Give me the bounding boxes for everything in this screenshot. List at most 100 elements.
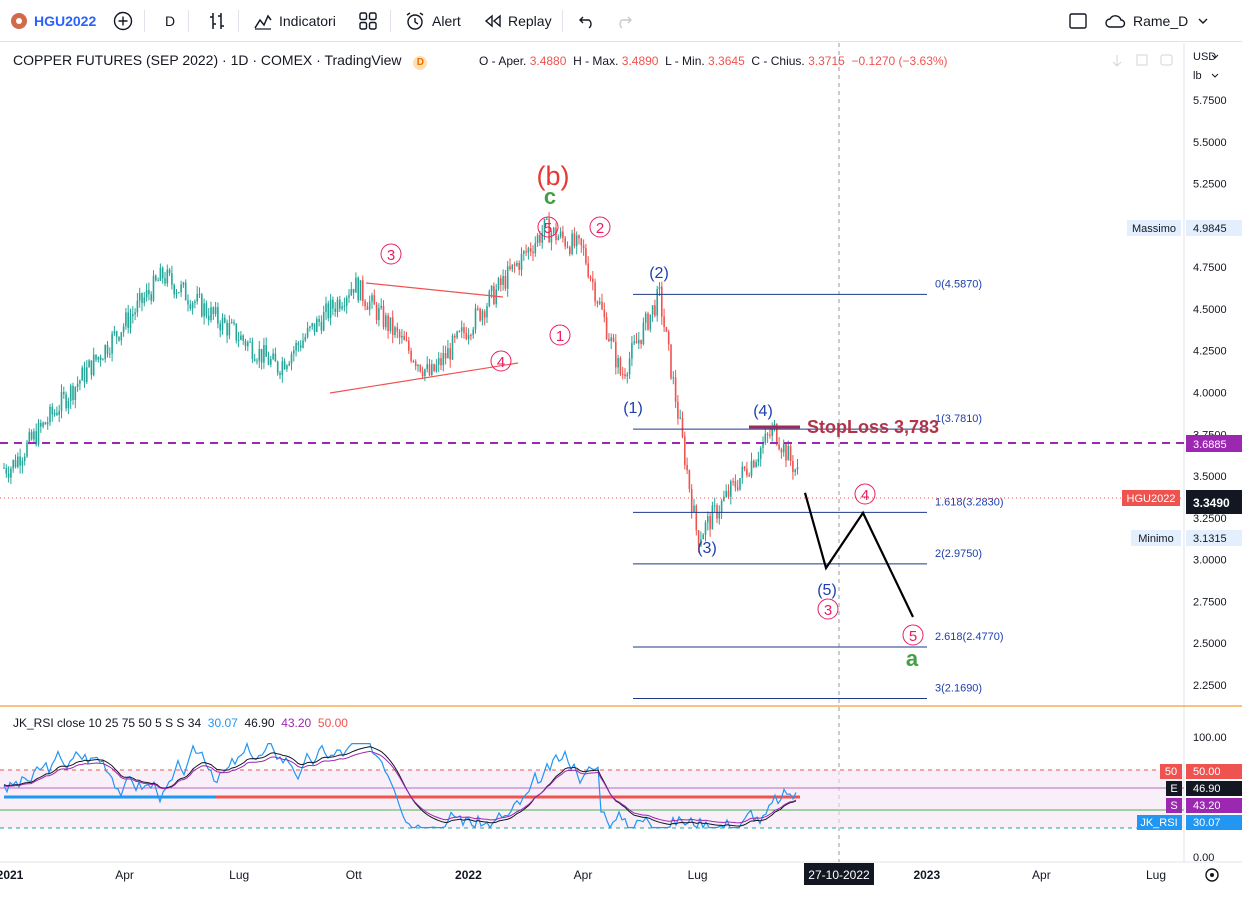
candle-body: [371, 295, 373, 302]
indicators-button[interactable]: Indicatori: [253, 0, 336, 42]
ohlc-values: O - Aper. 3.4880 H - Max. 3.4890 L - Min…: [479, 54, 948, 68]
rsi-value-2: 46.90: [244, 716, 275, 730]
candle-body: [120, 332, 123, 341]
plus-circle-icon: [113, 11, 133, 31]
candle-body: [283, 361, 286, 370]
candle-body: [780, 449, 783, 453]
open-value: 3.4880: [529, 54, 567, 68]
candle-body: [598, 301, 601, 304]
close-label: C - Chius.: [751, 54, 805, 68]
triangle-upper-line: [365, 282, 504, 298]
price-tick: 2.7500: [1193, 596, 1227, 608]
maximize-icon[interactable]: [1136, 54, 1148, 66]
candle-body: [626, 374, 629, 377]
alert-button[interactable]: Alert: [404, 0, 461, 42]
candle-body: [686, 464, 688, 471]
candle-body: [465, 333, 468, 339]
rsi-val-jk: [1186, 815, 1242, 830]
square-icon: [1069, 13, 1087, 29]
candle-body: [654, 305, 656, 316]
candle-body: [104, 345, 106, 360]
candle-body: [343, 305, 346, 307]
candle-body: [589, 276, 592, 279]
candle-body: [205, 303, 208, 316]
rsi-value-3: 43.20: [281, 716, 312, 730]
candle-body: [477, 308, 479, 310]
candle-body: [516, 262, 518, 266]
candle-body: [500, 278, 502, 285]
candle-body: [550, 233, 553, 243]
unit-label[interactable]: lb: [1193, 70, 1202, 82]
candle-body: [449, 348, 451, 360]
candle-body: [304, 336, 307, 341]
currency-label[interactable]: USD: [1193, 51, 1216, 63]
candle-body: [350, 289, 353, 296]
candle-body: [534, 243, 537, 254]
time-axis[interactable]: 2021 Apr Lug Ott 2022 Apr Lug 2023 Apr Lug: [0, 868, 1166, 882]
candle-body: [325, 303, 327, 313]
delay-badge[interactable]: D: [413, 56, 428, 70]
candle-body: [143, 297, 146, 304]
candle-body: [178, 292, 180, 294]
candle-body: [456, 331, 458, 338]
candle-body: [198, 294, 201, 296]
candle-body: [410, 350, 412, 362]
low-label: L - Min.: [665, 54, 705, 68]
symbol-search[interactable]: HGU2022: [10, 0, 96, 42]
templates-button[interactable]: [358, 0, 378, 42]
arrow-down-icon[interactable]: [1112, 55, 1122, 67]
candle-body: [281, 361, 284, 375]
wave-label-3-future: 3: [817, 598, 839, 620]
candle-body: [115, 331, 118, 337]
candle-body: [713, 505, 716, 507]
candle-body: [470, 335, 472, 337]
candle-body: [230, 322, 233, 324]
candle-body: [35, 431, 37, 445]
chart-type-button[interactable]: [207, 0, 227, 42]
candle-body: [86, 367, 88, 383]
candle-body: [247, 342, 249, 347]
price-tick: 3.5000: [1193, 471, 1227, 483]
compare-button[interactable]: [112, 0, 134, 42]
candle-body: [352, 289, 355, 293]
settings-gear-icon[interactable]: [1205, 868, 1219, 882]
candle-body: [14, 460, 17, 467]
candle-body: [559, 231, 562, 237]
fullscreen-button[interactable]: [1068, 0, 1088, 42]
candle-body: [99, 356, 102, 361]
interval-button[interactable]: D: [165, 0, 175, 42]
replay-button[interactable]: Replay: [483, 0, 552, 42]
candle-body: [479, 308, 481, 321]
wave-label-1-pink: 1: [549, 324, 571, 346]
interval-label: D: [165, 13, 176, 29]
last-price-value: 3.3490: [1193, 496, 1230, 510]
undo-button[interactable]: [577, 0, 597, 42]
layout-menu[interactable]: Rame_D: [1104, 0, 1210, 42]
candle-body: [405, 340, 408, 342]
redo-button[interactable]: [614, 0, 634, 42]
label-circle: [490, 350, 512, 372]
candle-body: [396, 327, 399, 332]
candle-body: [51, 406, 54, 415]
candle-body: [265, 345, 267, 357]
candle-body: [433, 364, 435, 372]
dashed-level-value: 3.6885: [1193, 439, 1227, 451]
candle-body: [17, 456, 19, 467]
copy-icon[interactable]: [1160, 54, 1173, 66]
wave-label-4-blue: (4): [753, 403, 773, 420]
candle-body: [63, 391, 65, 395]
candle-body: [746, 469, 748, 476]
candle-body: [368, 301, 371, 310]
candle-body: [460, 327, 463, 332]
candle-body: [771, 427, 773, 436]
candle-body: [667, 331, 670, 345]
candle-body: [249, 341, 251, 343]
time-tick: 2022: [455, 868, 482, 882]
candle-body: [106, 345, 109, 355]
candle-body: [44, 422, 47, 425]
candle-body: [661, 286, 663, 317]
candle-body: [624, 374, 626, 377]
candle-body: [718, 512, 721, 519]
candle-body: [732, 481, 734, 483]
